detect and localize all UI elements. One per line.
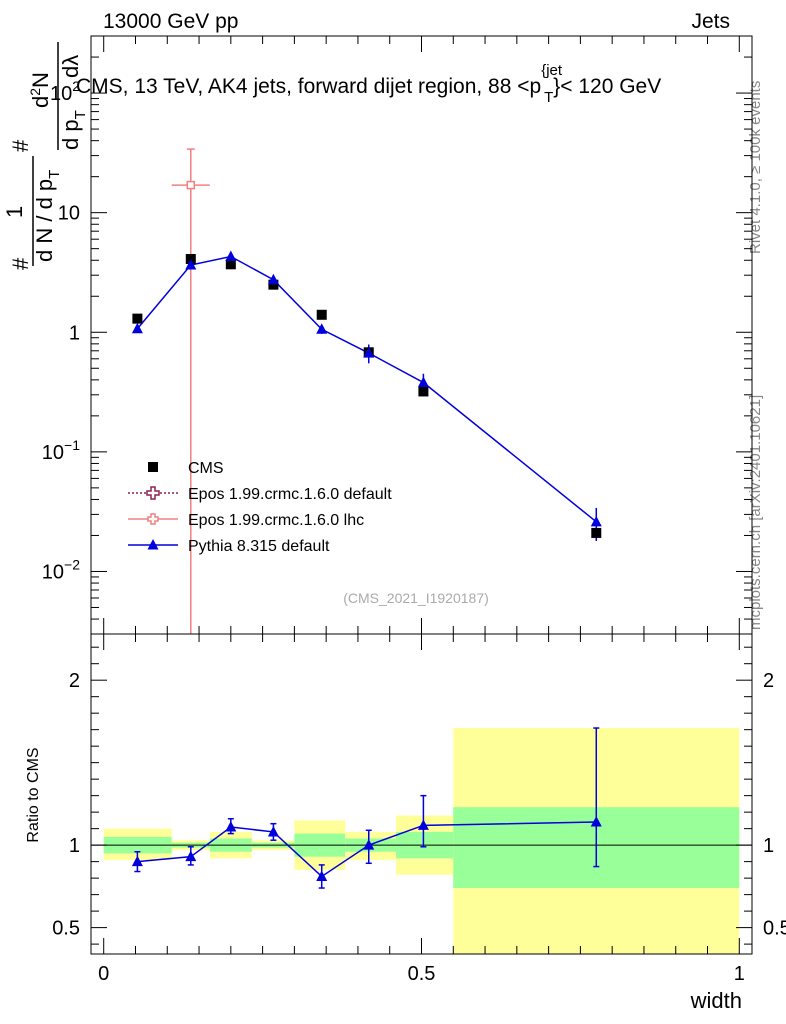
y-tick-label: 10 — [58, 203, 80, 225]
ratio-y-tick-label-left: 1 — [69, 835, 80, 857]
cms-point — [591, 527, 602, 538]
x-tick-label: 1 — [734, 963, 745, 985]
top-axis-ticks: 10−2 10−1 1 10 102 — [42, 35, 752, 635]
title-suffix: }< 120 GeV — [553, 75, 661, 98]
x-tick-label: 0.5 — [408, 963, 436, 985]
ratio-ylabel: Ratio to CMS — [25, 747, 42, 842]
y-tick-label: 10−1 — [42, 437, 80, 464]
ratio-pythia-point — [316, 870, 328, 881]
pythia-point — [417, 376, 429, 388]
title-prefix: CMS, 13 TeV, AK4 jets, forward dijet reg… — [76, 75, 541, 98]
cms-point — [268, 279, 279, 290]
mcplots-label: mcplots.cern.ch [arXiv:2401.10621] — [747, 395, 764, 630]
pythia-point — [590, 515, 602, 527]
legend-pythia-marker — [147, 539, 159, 550]
ratio-y-tick-label-left: 0.5 — [52, 918, 80, 940]
pythia-point — [131, 322, 143, 334]
x-axis-label: width — [690, 988, 742, 1013]
title-sub: T — [544, 89, 553, 106]
ratio-pythia-point — [131, 855, 143, 867]
legend-epos-lhc-marker — [147, 513, 159, 525]
header-right: Jets — [691, 10, 730, 33]
ylabel-hash1: # — [8, 257, 33, 270]
legend: CMS Epos 1.99.crmc.1.6.0 default Epos 1.99… — [128, 460, 392, 555]
cms-point — [316, 309, 327, 320]
pythia-point — [267, 273, 279, 285]
title-sup: {jet — [541, 62, 563, 79]
cms-point — [225, 259, 236, 270]
ratio-pythia-line — [137, 821, 597, 878]
ratio-pythia-point — [363, 839, 375, 850]
ylabel-den: d N / d pT — [32, 170, 63, 262]
y-tick-label: 102 — [50, 78, 80, 105]
ratio-pythia-point — [267, 825, 279, 837]
x-tick-label: 0 — [98, 963, 109, 985]
pythia-point — [225, 250, 237, 262]
legend-label: Epos 1.99.crmc.1.6.0 default — [188, 486, 392, 503]
legend-epos-default-marker — [146, 486, 160, 500]
plot-title: CMS, 13 TeV, AK4 jets, forward dijet reg… — [76, 62, 661, 106]
y-tick-label: 10−2 — [42, 556, 80, 583]
pythia-point — [185, 259, 197, 270]
legend-label: Epos 1.99.crmc.1.6.0 lhc — [188, 512, 364, 529]
ratio-y-tick-label-right: 1 — [763, 835, 774, 857]
ratio-bands — [103, 728, 740, 954]
ylabel-dlambda: dλ — [58, 55, 83, 78]
pythia-point — [316, 323, 328, 334]
ratio-pythia-point — [185, 850, 197, 862]
pythia-line — [136, 255, 597, 523]
ratio-pythia-point — [417, 819, 429, 830]
cms-point — [418, 386, 429, 397]
ylabel-mid: d pT — [58, 110, 89, 150]
ratio-plot-area — [91, 727, 752, 889]
header-left: 13000 GeV pp — [103, 10, 238, 33]
ratio-pythia-point — [590, 816, 602, 827]
ratio-y-tick-label-right: 2 — [763, 670, 774, 692]
cms-point — [185, 253, 196, 264]
rivet-label: Rivet 4.1.0, ≥ 100k events — [747, 81, 764, 254]
ratio-pythia-point — [225, 820, 237, 832]
cms-point — [132, 313, 143, 324]
y-axis-label: # 1 d N / d pT # d2N d pT dλ — [2, 42, 89, 270]
ratio-y-tick-label-left: 2 — [69, 670, 80, 692]
legend-label: CMS — [188, 460, 224, 477]
analysis-watermark: (CMS_2021_I1920187) — [343, 590, 489, 606]
pythia-point — [363, 347, 375, 358]
y-tick-label: 1 — [69, 322, 80, 344]
legend-label: Pythia 8.315 default — [188, 538, 330, 555]
epos-lhc-point — [186, 180, 196, 190]
ylabel-one: 1 — [2, 206, 27, 218]
legend-cms-marker — [148, 462, 158, 472]
ylabel-hash2: # — [8, 139, 33, 152]
ratio-y-tick-label-right: 0.5 — [763, 918, 786, 940]
ratio-axis-ticks: 0.5 0.5 1 1 2 2 0 0.5 1 — [52, 634, 786, 985]
ylabel-num: d2N — [27, 72, 53, 108]
top-plot-area — [131, 148, 602, 634]
